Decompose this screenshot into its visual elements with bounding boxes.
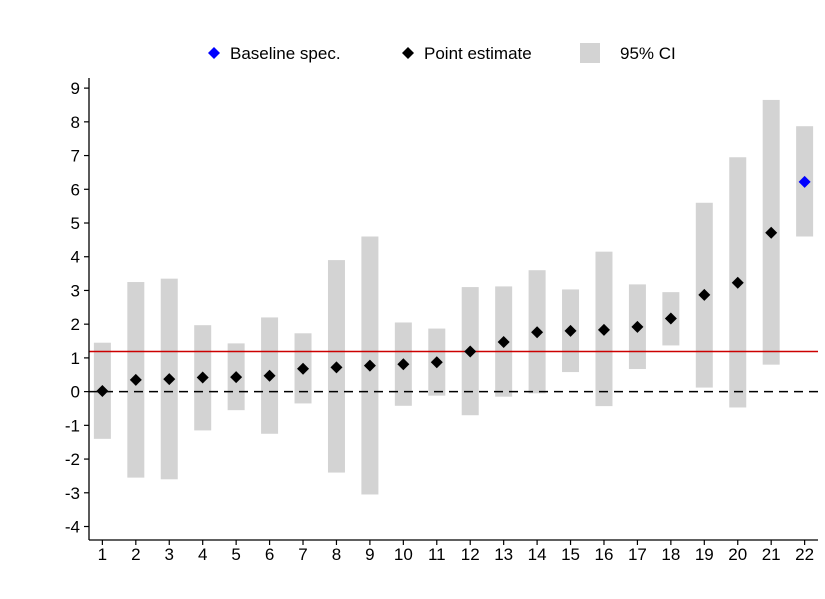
x-tick-label: 1 bbox=[98, 545, 107, 564]
x-tick-label: 16 bbox=[595, 545, 614, 564]
x-tick-label: 8 bbox=[332, 545, 341, 564]
point-estimate-marker-7 bbox=[297, 362, 310, 375]
point-estimate-marker-19 bbox=[698, 288, 711, 301]
legend-baseline-label: Baseline spec. bbox=[230, 44, 341, 63]
point-estimate-marker-8 bbox=[330, 361, 343, 374]
point-estimate-marker-18 bbox=[664, 312, 677, 325]
point-estimate-marker-9 bbox=[363, 359, 376, 372]
legend: Baseline spec. Point estimate 95% CI bbox=[208, 43, 676, 63]
point-estimate-marker-10 bbox=[397, 358, 410, 371]
point-estimate-marker-17 bbox=[631, 320, 644, 333]
point-estimate-marker-1 bbox=[96, 384, 109, 397]
point-estimate-marker-21 bbox=[765, 226, 778, 239]
x-tick-label: 7 bbox=[298, 545, 307, 564]
x-tick-label: 3 bbox=[165, 545, 174, 564]
y-tick-label: 9 bbox=[71, 79, 80, 98]
point-estimate-marker-3 bbox=[163, 373, 176, 386]
point-estimate-marker-6 bbox=[263, 369, 276, 382]
y-tick-label: -1 bbox=[65, 416, 80, 435]
x-tick-label: 20 bbox=[728, 545, 747, 564]
point-estimate-marker-12 bbox=[464, 345, 477, 358]
y-tick-label: 1 bbox=[71, 349, 80, 368]
y-tick-label: 8 bbox=[71, 113, 80, 132]
y-tick-label: -3 bbox=[65, 484, 80, 503]
point-estimate-marker-14 bbox=[531, 326, 544, 339]
point-estimate-marker-20 bbox=[731, 276, 744, 289]
x-tick-label: 13 bbox=[494, 545, 513, 564]
x-tick-label: 12 bbox=[461, 545, 480, 564]
point-estimate-marker-2 bbox=[129, 373, 142, 386]
x-tick-label: 11 bbox=[428, 545, 446, 564]
legend-ci-swatch bbox=[580, 43, 600, 63]
point-estimate-marker-5 bbox=[230, 371, 243, 384]
y-tick-label: -4 bbox=[65, 518, 80, 537]
legend-baseline-marker bbox=[208, 47, 220, 59]
legend-point-label: Point estimate bbox=[424, 44, 532, 63]
x-tick-label: 6 bbox=[265, 545, 274, 564]
x-tick-label: 15 bbox=[561, 545, 580, 564]
x-tick-label: 18 bbox=[661, 545, 680, 564]
legend-point-marker bbox=[402, 47, 414, 59]
point-estimate-marker-13 bbox=[497, 336, 510, 349]
baseline-marker-22 bbox=[798, 175, 811, 188]
x-tick-label: 2 bbox=[131, 545, 140, 564]
point-estimate-marker-11 bbox=[430, 356, 443, 369]
x-tick-label: 17 bbox=[628, 545, 647, 564]
y-tick-label: 7 bbox=[71, 147, 80, 166]
y-tick-label: 3 bbox=[71, 281, 80, 300]
point-estimate-marker-16 bbox=[597, 323, 610, 336]
x-tick-label: 10 bbox=[394, 545, 413, 564]
x-tick-label: 5 bbox=[231, 545, 240, 564]
x-tick-label: 4 bbox=[198, 545, 207, 564]
y-tick-label: 0 bbox=[71, 383, 80, 402]
y-tick-label: 6 bbox=[71, 180, 80, 199]
reference-lines bbox=[89, 350, 818, 393]
x-tick-label: 21 bbox=[762, 545, 781, 564]
point-estimate-marker-15 bbox=[564, 324, 577, 337]
x-tick-label: 22 bbox=[795, 545, 814, 564]
y-tick-label: -2 bbox=[65, 450, 80, 469]
legend-ci-label: 95% CI bbox=[620, 44, 676, 63]
y-tick-label: 5 bbox=[71, 214, 80, 233]
x-tick-label: 19 bbox=[695, 545, 714, 564]
x-tick-label: 9 bbox=[365, 545, 374, 564]
point-markers bbox=[96, 175, 811, 397]
y-tick-label: 2 bbox=[71, 315, 80, 334]
y-tick-label: 4 bbox=[71, 248, 80, 267]
point-estimate-marker-4 bbox=[196, 371, 209, 384]
x-tick-label: 14 bbox=[528, 545, 547, 564]
